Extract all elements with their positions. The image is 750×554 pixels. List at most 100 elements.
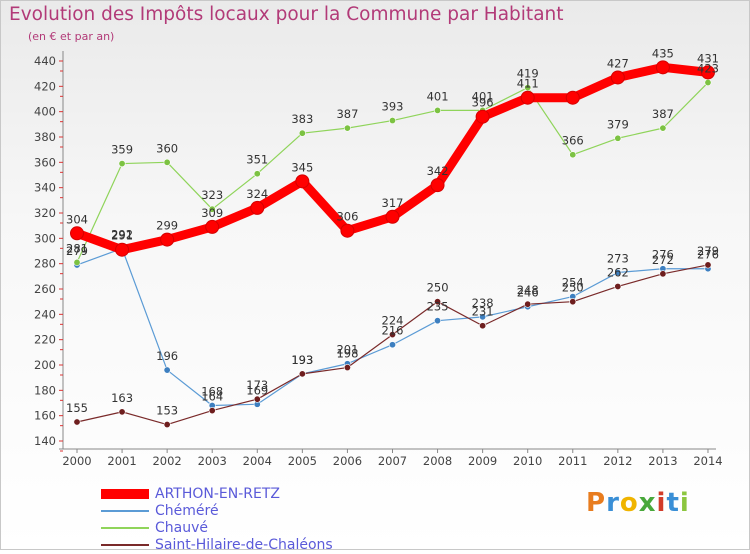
data-label: 324 xyxy=(246,187,268,201)
chart-subtitle: (en € et par an) xyxy=(28,30,115,43)
data-point-saint-hilaire-de-chaleons xyxy=(569,298,577,306)
data-point-chemere xyxy=(434,317,442,325)
data-label: 279 xyxy=(697,244,719,258)
x-tick-label: 2005 xyxy=(288,454,317,468)
data-point-arthon-en-retz xyxy=(250,200,265,215)
data-point-chauve xyxy=(659,124,667,132)
x-tick-label: 2002 xyxy=(152,454,181,468)
data-label: 235 xyxy=(427,300,449,314)
y-tick-label: 360 xyxy=(34,155,56,169)
y-tick-label: 380 xyxy=(34,130,56,144)
data-point-chemere xyxy=(388,341,396,349)
data-label: 246 xyxy=(517,286,539,300)
data-label: 323 xyxy=(201,188,223,202)
x-tick-label: 2011 xyxy=(558,454,587,468)
data-label: 238 xyxy=(472,296,494,310)
data-label: 231 xyxy=(472,305,494,319)
data-label: 360 xyxy=(156,141,178,155)
logo-letter: r xyxy=(606,488,620,518)
data-point-chauve xyxy=(434,106,442,114)
data-point-arthon-en-retz xyxy=(295,174,310,189)
data-label: 379 xyxy=(607,117,629,131)
data-label: 299 xyxy=(156,219,178,233)
legend-swatch xyxy=(101,527,149,529)
data-label: 431 xyxy=(697,51,719,65)
data-label: 387 xyxy=(652,107,674,121)
data-label: 396 xyxy=(472,96,494,110)
data-point-arthon-en-retz xyxy=(385,209,400,224)
y-tick-label: 300 xyxy=(34,231,56,245)
y-tick-label: 160 xyxy=(34,409,56,423)
data-point-arthon-en-retz xyxy=(700,65,715,80)
y-tick-label: 420 xyxy=(34,79,56,93)
data-point-chemere xyxy=(479,313,487,321)
x-tick-label: 2014 xyxy=(693,454,722,468)
data-label: 276 xyxy=(652,248,674,262)
data-label: 281 xyxy=(66,241,88,255)
data-label: 262 xyxy=(607,265,629,279)
data-label: 250 xyxy=(427,281,449,295)
data-point-saint-hilaire-de-chaleons xyxy=(253,395,261,403)
x-tick-label: 2004 xyxy=(243,454,272,468)
data-label: 292 xyxy=(111,227,133,241)
data-label: 224 xyxy=(382,314,404,328)
data-point-arthon-en-retz xyxy=(70,226,84,241)
data-label: 173 xyxy=(246,378,268,392)
data-point-chauve xyxy=(343,124,351,132)
y-tick-label: 200 xyxy=(34,358,56,372)
x-tick-label: 2001 xyxy=(107,454,136,468)
data-point-chauve xyxy=(118,160,126,168)
x-tick-label: 2007 xyxy=(378,454,407,468)
data-point-saint-hilaire-de-chaleons xyxy=(298,370,306,378)
data-label: 193 xyxy=(291,353,313,367)
data-point-chauve xyxy=(569,151,577,159)
x-tick-label: 2000 xyxy=(62,454,91,468)
data-point-chemere xyxy=(614,269,622,277)
data-label: 201 xyxy=(336,343,358,357)
y-tick-label: 320 xyxy=(34,206,56,220)
data-label: 317 xyxy=(382,196,404,210)
x-tick-label: 2006 xyxy=(333,454,362,468)
data-label: 163 xyxy=(111,391,133,405)
logo-letter: o xyxy=(619,488,639,518)
data-point-saint-hilaire-de-chaleons xyxy=(704,261,712,269)
legend-label: Chauvé xyxy=(155,520,208,536)
data-label: 435 xyxy=(652,46,674,60)
x-tick-label: 2009 xyxy=(468,454,497,468)
data-label: 248 xyxy=(517,283,539,297)
legend-swatch xyxy=(101,544,149,546)
data-label: 153 xyxy=(156,404,178,418)
data-point-chauve xyxy=(253,170,261,178)
x-tick-label: 2010 xyxy=(513,454,542,468)
data-label: 168 xyxy=(201,385,223,399)
chart-title: Evolution des Impôts locaux pour la Comm… xyxy=(9,4,564,25)
proxiti-logo: Proxiti xyxy=(586,488,690,518)
data-point-saint-hilaire-de-chaleons xyxy=(163,421,171,429)
legend-label: Saint-Hilaire-de-Chaléons xyxy=(155,537,333,553)
data-point-chauve xyxy=(208,205,216,213)
data-point-arthon-en-retz xyxy=(115,242,130,257)
data-point-arthon-en-retz xyxy=(430,178,445,193)
data-point-saint-hilaire-de-chaleons xyxy=(434,298,442,306)
legend-label: ARTHON-EN-RETZ xyxy=(155,486,280,502)
data-point-saint-hilaire-de-chaleons xyxy=(524,300,532,308)
data-label: 306 xyxy=(336,210,358,224)
x-tick-label: 2003 xyxy=(198,454,227,468)
legend-swatch xyxy=(101,510,149,512)
data-label: 273 xyxy=(607,252,629,266)
legend-label: Chéméré xyxy=(155,503,219,519)
y-tick-label: 260 xyxy=(34,282,56,296)
y-tick-label: 340 xyxy=(34,181,56,195)
data-point-saint-hilaire-de-chaleons xyxy=(659,270,667,278)
data-label: 272 xyxy=(652,253,674,267)
data-label: 193 xyxy=(291,353,313,367)
data-point-saint-hilaire-de-chaleons xyxy=(343,364,351,372)
data-label: 304 xyxy=(66,212,88,226)
data-label: 216 xyxy=(382,324,404,338)
data-point-chauve xyxy=(614,134,622,142)
data-point-arthon-en-retz xyxy=(205,219,220,234)
y-tick-label: 440 xyxy=(34,54,56,68)
data-point-saint-hilaire-de-chaleons xyxy=(118,408,126,416)
data-label: 383 xyxy=(291,112,313,126)
data-label: 345 xyxy=(291,160,313,174)
